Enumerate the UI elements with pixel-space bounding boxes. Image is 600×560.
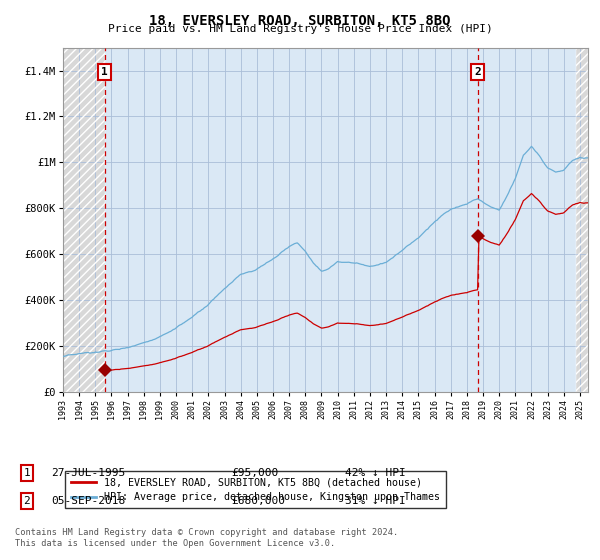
Text: 27-JUL-1995: 27-JUL-1995 bbox=[51, 468, 125, 478]
Text: 2: 2 bbox=[474, 67, 481, 77]
Text: 1: 1 bbox=[23, 468, 31, 478]
Text: £680,000: £680,000 bbox=[231, 496, 285, 506]
Bar bbox=[63, 48, 104, 392]
Bar bbox=[576, 48, 588, 392]
Text: 1: 1 bbox=[101, 67, 108, 77]
Text: 42% ↓ HPI: 42% ↓ HPI bbox=[345, 468, 406, 478]
Text: 2: 2 bbox=[23, 496, 31, 506]
Text: 05-SEP-2018: 05-SEP-2018 bbox=[51, 496, 125, 506]
Bar bbox=[63, 48, 104, 392]
Text: 31% ↓ HPI: 31% ↓ HPI bbox=[345, 496, 406, 506]
Text: 18, EVERSLEY ROAD, SURBITON, KT5 8BQ: 18, EVERSLEY ROAD, SURBITON, KT5 8BQ bbox=[149, 14, 451, 28]
Bar bbox=[576, 48, 588, 392]
Text: Price paid vs. HM Land Registry's House Price Index (HPI): Price paid vs. HM Land Registry's House … bbox=[107, 24, 493, 34]
Text: £95,000: £95,000 bbox=[231, 468, 278, 478]
Text: Contains HM Land Registry data © Crown copyright and database right 2024.
This d: Contains HM Land Registry data © Crown c… bbox=[15, 528, 398, 548]
Legend: 18, EVERSLEY ROAD, SURBITON, KT5 8BQ (detached house), HPI: Average price, detac: 18, EVERSLEY ROAD, SURBITON, KT5 8BQ (de… bbox=[65, 471, 446, 508]
